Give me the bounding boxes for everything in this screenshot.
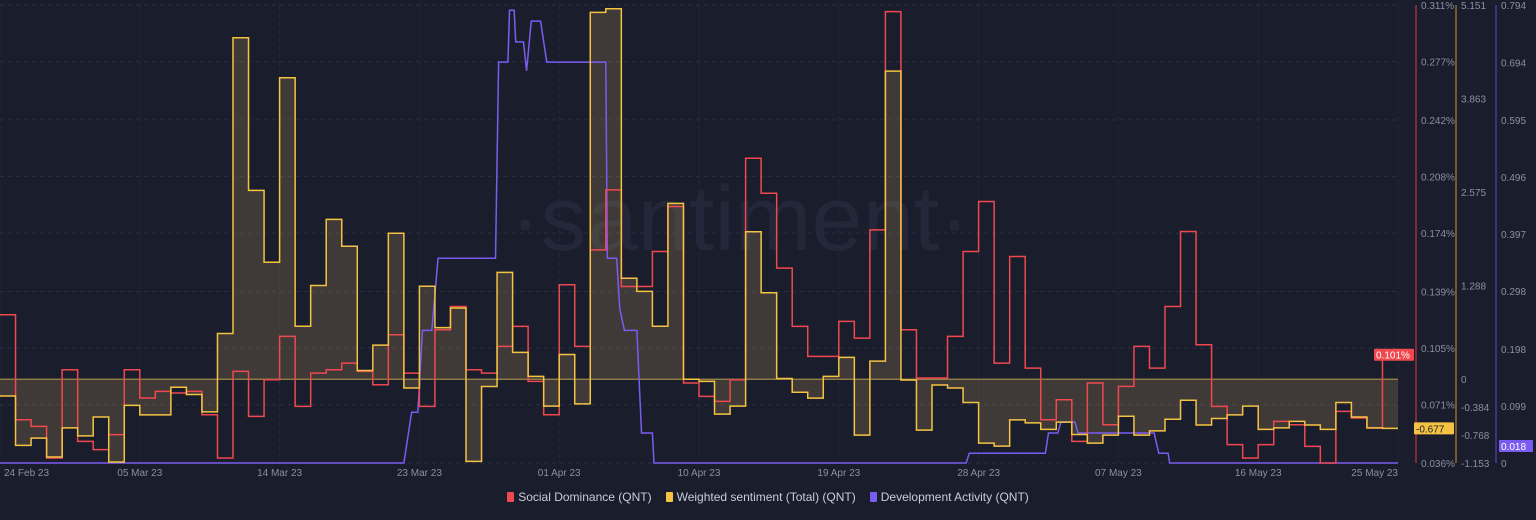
watermark: ·santiment·: [510, 168, 970, 270]
weighted-sentiment-line: [0, 7, 1398, 463]
x-tick-label: 23 Mar 23: [397, 468, 442, 479]
weighted-sentiment-last-value-badge: [1414, 422, 1454, 435]
social-dominance-tick-label: 0.208%: [1421, 173, 1455, 184]
weighted-sentiment-tick-label: 0: [1461, 375, 1467, 386]
social-dominance-tick-label: 0.071%: [1421, 401, 1455, 412]
development-activity-tick-label: 0.694: [1501, 59, 1526, 70]
social-dominance-tick-label: 0.139%: [1421, 287, 1455, 298]
social-dominance-tick-label: 0.277%: [1421, 58, 1455, 69]
weighted-sentiment-tick-label: 5.151: [1461, 1, 1486, 12]
x-tick-label: 28 Apr 23: [957, 468, 1000, 479]
development-activity-last-value-badge: [1499, 440, 1533, 452]
weighted-sentiment-tick-label: 3.863: [1461, 95, 1486, 106]
x-tick-label: 25 May 23: [1351, 468, 1398, 479]
weighted-sentiment-last-value-label: -0.677: [1416, 424, 1445, 435]
legend-label: Development Activity (QNT): [880, 490, 1029, 504]
sentiment-area: [0, 8, 1398, 463]
x-tick-label: 19 Apr 23: [817, 468, 860, 479]
legend-label: Weighted sentiment (Total) (QNT): [676, 490, 856, 504]
social-dominance-tick-label: 0.242%: [1421, 116, 1455, 127]
legend-label: Social Dominance (QNT): [518, 490, 652, 504]
x-tick-label: 01 Apr 23: [538, 468, 581, 479]
x-tick-label: 10 Apr 23: [678, 468, 721, 479]
weighted-sentiment-tick-label: -0.384: [1461, 403, 1490, 414]
social-dominance-last-value-badge: [1374, 348, 1414, 361]
x-tick-label: 07 May 23: [1095, 468, 1142, 479]
x-tick-label: 05 Mar 23: [117, 468, 162, 479]
development-activity-tick-label: 0.099: [1501, 402, 1526, 413]
development-activity-tick-label: 0.298: [1501, 287, 1526, 298]
legend-item-social-dominance[interactable]: Social Dominance (QNT): [507, 490, 652, 504]
development-activity-tick-label: 0: [1501, 459, 1507, 470]
weighted-sentiment-tick-label: 2.575: [1461, 188, 1486, 199]
x-tick-label: 14 Mar 23: [257, 468, 302, 479]
social-dominance-tick-label: 0.105%: [1421, 344, 1455, 355]
legend: Social Dominance (QNT) Weighted sentimen…: [0, 490, 1536, 504]
social-dominance-tick-label: 0.036%: [1421, 459, 1455, 470]
weighted-sentiment-tick-label: -1.153: [1461, 459, 1490, 470]
development-activity-tick-label: 0.595: [1501, 116, 1526, 127]
social-dominance-tick-label: 0.311%: [1421, 1, 1454, 12]
social-dominance-line: [0, 10, 1398, 464]
development-activity-last-value-label: 0.018: [1501, 442, 1526, 453]
development-activity-tick-label: 0.794: [1501, 1, 1526, 12]
social-dominance-last-value-label: 0.101%: [1376, 351, 1410, 362]
development-activity-tick-label: 0.397: [1501, 230, 1526, 241]
legend-item-weighted-sentiment[interactable]: Weighted sentiment (Total) (QNT): [665, 490, 856, 504]
development-activity-tick-label: 0.198: [1501, 345, 1526, 356]
weighted-sentiment-tick-label: -0.768: [1461, 431, 1490, 442]
legend-swatch-red: [507, 492, 515, 502]
legend-swatch-yellow: [665, 492, 673, 502]
social-dominance-tick-label: 0.174%: [1421, 229, 1455, 240]
x-tick-label: 24 Feb 23: [4, 468, 49, 479]
legend-swatch-purple: [869, 492, 877, 502]
weighted-sentiment-tick-label: 1.288: [1461, 282, 1486, 293]
development-activity-tick-label: 0.496: [1501, 173, 1526, 184]
x-tick-label: 16 May 23: [1235, 468, 1282, 479]
legend-item-development-activity[interactable]: Development Activity (QNT): [869, 490, 1029, 504]
